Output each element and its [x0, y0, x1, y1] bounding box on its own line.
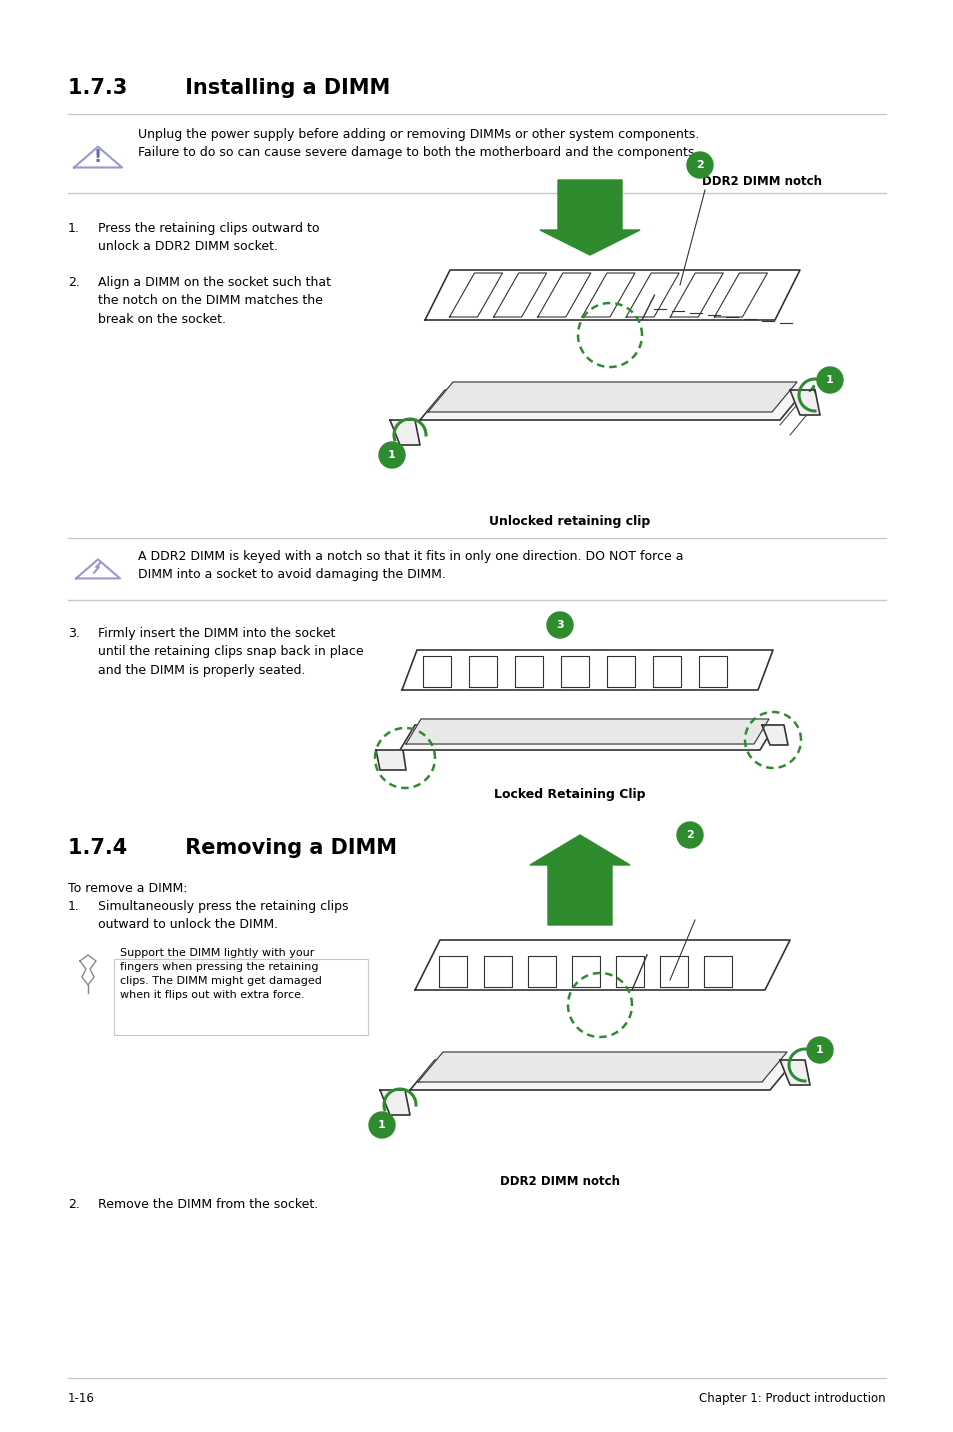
Polygon shape — [527, 957, 556, 987]
Polygon shape — [789, 390, 820, 415]
Circle shape — [369, 1113, 395, 1138]
Polygon shape — [625, 274, 679, 316]
Text: Unplug the power supply before adding or removing DIMMs or other system componen: Unplug the power supply before adding or… — [138, 127, 699, 159]
Text: To remove a DIMM:: To remove a DIMM: — [68, 882, 188, 895]
Circle shape — [686, 152, 712, 178]
Polygon shape — [761, 725, 787, 745]
Circle shape — [378, 442, 405, 468]
Text: Remove the DIMM from the socket.: Remove the DIMM from the socket. — [98, 1199, 318, 1211]
Text: 1: 1 — [377, 1120, 385, 1130]
Text: 1.: 1. — [68, 899, 80, 914]
Polygon shape — [415, 939, 789, 990]
Polygon shape — [375, 750, 406, 770]
Text: 1: 1 — [815, 1045, 823, 1055]
Polygon shape — [424, 271, 800, 319]
Text: !: ! — [93, 147, 102, 166]
Polygon shape — [493, 274, 546, 316]
Polygon shape — [530, 835, 629, 925]
Text: 2: 2 — [696, 160, 703, 170]
Polygon shape — [469, 656, 497, 687]
Text: A DDR2 DIMM is keyed with a notch so that it fits in only one direction. DO NOT : A DDR2 DIMM is keyed with a notch so tha… — [138, 550, 682, 581]
Text: 1: 1 — [388, 450, 395, 460]
Text: 3: 3 — [556, 620, 563, 630]
Polygon shape — [74, 146, 122, 168]
Polygon shape — [406, 719, 768, 745]
Text: Unlocked retaining clip: Unlocked retaining clip — [489, 516, 650, 528]
Polygon shape — [539, 180, 639, 255]
Text: 1.7.3        Installing a DIMM: 1.7.3 Installing a DIMM — [68, 77, 390, 97]
Text: Chapter 1: Product introduction: Chapter 1: Product introduction — [699, 1392, 885, 1405]
Polygon shape — [379, 1090, 410, 1116]
Polygon shape — [401, 650, 772, 690]
Text: Firmly insert the DIMM into the socket
until the retaining clips snap back in pl: Firmly insert the DIMM into the socket u… — [98, 627, 363, 677]
Polygon shape — [410, 1060, 794, 1090]
Polygon shape — [439, 957, 467, 987]
Polygon shape — [423, 656, 451, 687]
Text: 1: 1 — [825, 375, 833, 385]
Polygon shape — [76, 560, 120, 579]
Polygon shape — [581, 274, 635, 316]
Polygon shape — [714, 274, 766, 316]
Polygon shape — [399, 725, 774, 750]
Circle shape — [816, 367, 842, 392]
Text: DDR2 DIMM notch: DDR2 DIMM notch — [701, 175, 821, 188]
Polygon shape — [390, 420, 419, 445]
Polygon shape — [417, 1053, 786, 1083]
Polygon shape — [670, 274, 722, 316]
Polygon shape — [537, 274, 590, 316]
Polygon shape — [419, 390, 804, 420]
Text: Simultaneously press the retaining clips
outward to unlock the DIMM.: Simultaneously press the retaining clips… — [98, 899, 348, 931]
Circle shape — [806, 1037, 832, 1063]
Text: 1.: 1. — [68, 222, 80, 235]
FancyBboxPatch shape — [113, 959, 368, 1035]
Polygon shape — [483, 957, 511, 987]
Circle shape — [546, 611, 573, 639]
Polygon shape — [572, 957, 599, 987]
Polygon shape — [449, 274, 502, 316]
Polygon shape — [703, 957, 732, 987]
Text: 2: 2 — [685, 831, 693, 841]
Polygon shape — [607, 656, 635, 687]
Polygon shape — [560, 656, 589, 687]
Polygon shape — [616, 957, 643, 987]
Text: 1.7.4        Removing a DIMM: 1.7.4 Removing a DIMM — [68, 838, 396, 858]
Polygon shape — [699, 656, 726, 687]
Text: Align a DIMM on the socket such that
the notch on the DIMM matches the
break on : Align a DIMM on the socket such that the… — [98, 276, 331, 326]
Circle shape — [677, 822, 702, 848]
Text: 2.: 2. — [68, 1199, 80, 1211]
Text: DDR2 DIMM notch: DDR2 DIMM notch — [499, 1176, 619, 1189]
Polygon shape — [780, 1060, 809, 1085]
Text: 2.: 2. — [68, 276, 80, 289]
Polygon shape — [515, 656, 543, 687]
Polygon shape — [428, 382, 796, 412]
Text: 3.: 3. — [68, 627, 80, 640]
Polygon shape — [653, 656, 680, 687]
Polygon shape — [659, 957, 687, 987]
Text: Locked Retaining Clip: Locked Retaining Clip — [494, 788, 645, 800]
Text: Support the DIMM lightly with your
fingers when pressing the retaining
clips. Th: Support the DIMM lightly with your finge… — [120, 948, 321, 1000]
Text: 1-16: 1-16 — [68, 1392, 94, 1405]
Text: Press the retaining clips outward to
unlock a DDR2 DIMM socket.: Press the retaining clips outward to unl… — [98, 222, 319, 253]
